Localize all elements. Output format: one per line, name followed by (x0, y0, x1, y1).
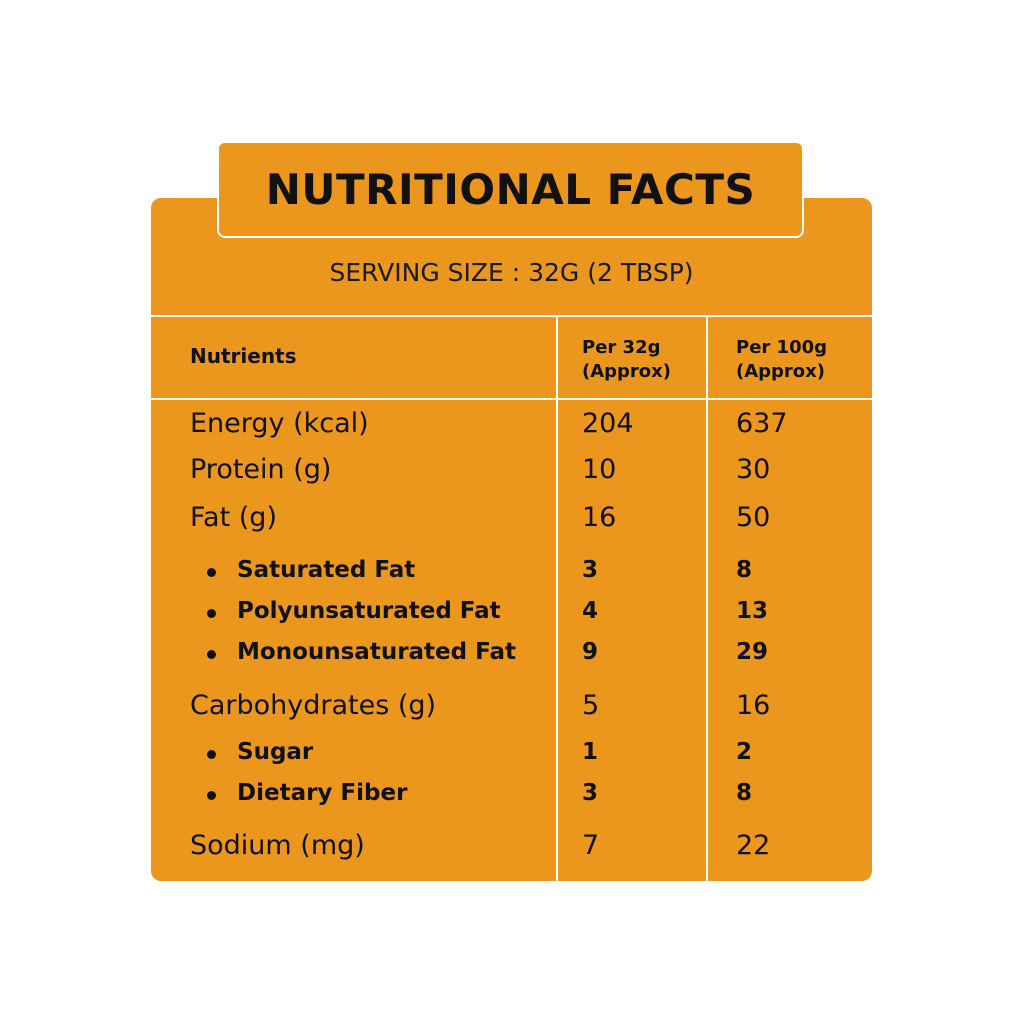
table-top-divider (151, 315, 872, 317)
serving-size: SERVING SIZE : 32G (2 TBSP) (329, 258, 694, 287)
header-per-32g-line1: Per 32g (582, 337, 661, 358)
value-per-32g: 3 (582, 780, 599, 806)
header-per-100g-line1: Per 100g (736, 337, 828, 358)
value-per-100g: 8 (736, 557, 753, 583)
value-per-32g: 16 (582, 502, 617, 533)
value-per-100g: 13 (736, 598, 769, 624)
nutrient-name: Carbohydrates (g) (190, 690, 437, 721)
value-per-32g: 1 (582, 739, 599, 765)
table-row: Polyunsaturated Fat 4 13 (0, 598, 1024, 638)
value-per-100g: 16 (736, 690, 771, 721)
nutrient-name: Polyunsaturated Fat (237, 598, 501, 624)
table-row: Dietary Fiber 3 8 (0, 780, 1024, 820)
column-divider-1 (556, 315, 558, 881)
value-per-32g: 9 (582, 639, 599, 665)
table-row: Fat (g) 16 50 (0, 502, 1024, 542)
bullet-icon (207, 650, 216, 659)
nutrient-name: Protein (g) (190, 454, 332, 485)
value-per-100g: 50 (736, 502, 771, 533)
header-per-32g-line2: (Approx) (582, 361, 672, 382)
nutrition-panel (151, 198, 872, 881)
value-per-100g: 22 (736, 830, 771, 861)
column-divider-2 (706, 315, 708, 881)
table-row: Protein (g) 10 30 (0, 454, 1024, 494)
value-per-32g: 4 (582, 598, 599, 624)
header-per-100g: Per 100g (Approx) (736, 336, 827, 384)
nutrient-name: Energy (kcal) (190, 408, 369, 439)
value-per-32g: 7 (582, 830, 600, 861)
bullet-icon (207, 791, 216, 800)
value-per-32g: 204 (582, 408, 634, 439)
table-row: Sugar 1 2 (0, 739, 1024, 779)
table-row: Sodium (mg) 7 22 (0, 830, 1024, 870)
nutrient-name: Dietary Fiber (237, 780, 408, 806)
header-per-32g: Per 32g (Approx) (582, 336, 671, 384)
value-per-100g: 30 (736, 454, 771, 485)
table-row: Carbohydrates (g) 5 16 (0, 690, 1024, 730)
value-per-100g: 29 (736, 639, 769, 665)
bullet-icon (207, 568, 216, 577)
header-divider (151, 398, 872, 400)
table-row: Saturated Fat 3 8 (0, 557, 1024, 597)
table-row: Monounsaturated Fat 9 29 (0, 639, 1024, 679)
value-per-32g: 10 (582, 454, 617, 485)
value-per-100g: 2 (736, 739, 753, 765)
value-per-32g: 3 (582, 557, 599, 583)
value-per-32g: 5 (582, 690, 600, 721)
header-nutrients: Nutrients (190, 344, 297, 368)
header-per-100g-line2: (Approx) (736, 361, 826, 382)
nutrient-name: Fat (g) (190, 502, 277, 533)
table-row: Energy (kcal) 204 637 (0, 408, 1024, 448)
value-per-100g: 8 (736, 780, 753, 806)
bullet-icon (207, 750, 216, 759)
nutrient-name: Monounsaturated Fat (237, 639, 516, 665)
page-title: NUTRITIONAL FACTS (265, 165, 756, 214)
title-box: NUTRITIONAL FACTS (217, 141, 804, 238)
nutrient-name: Sugar (237, 739, 314, 765)
nutrient-name: Sodium (mg) (190, 830, 365, 861)
bullet-icon (207, 609, 216, 618)
nutrient-name: Saturated Fat (237, 557, 416, 583)
value-per-100g: 637 (736, 408, 788, 439)
